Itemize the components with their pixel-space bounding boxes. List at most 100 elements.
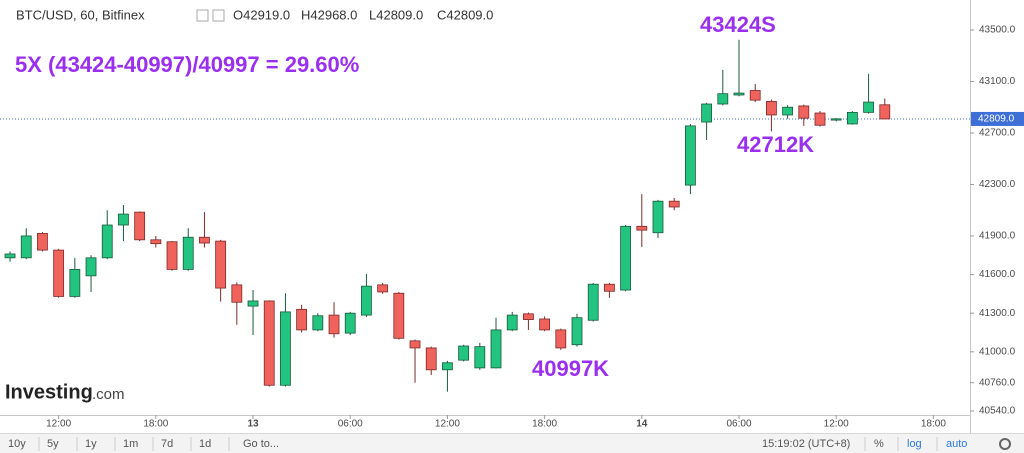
logo: Investing [5, 381, 93, 403]
y-tick-label: 41000.0 [979, 346, 1016, 357]
x-tick-label: 18:00 [921, 419, 946, 430]
candle-body [280, 311, 291, 386]
candle-body [863, 101, 874, 113]
candle-body [166, 241, 178, 270]
candle-body [134, 211, 146, 241]
range-button[interactable]: 1d [199, 438, 211, 450]
candle-body [328, 314, 340, 335]
y-tick-label: 41600.0 [979, 269, 1016, 280]
candle-body [620, 225, 632, 291]
candle-body [442, 362, 453, 371]
symbol: BTC/USD, 60, Bitfinex [16, 7, 145, 22]
icon[interactable] [212, 9, 225, 22]
option-button[interactable]: log [907, 438, 922, 450]
x-tick-label: 13 [247, 419, 259, 430]
annotation: 43424S [700, 12, 776, 37]
y-tick-label: 41300.0 [979, 308, 1016, 319]
candle-body [231, 284, 243, 303]
candle-body [668, 200, 680, 208]
header: BTC/USD, 60, Bitfinex [16, 7, 225, 22]
candle-body [717, 93, 729, 105]
settings-icon[interactable] [999, 438, 1011, 450]
y-tick-label: 40760.0 [979, 377, 1016, 388]
annotation: 5X (43424-40997)/40997 = 29.60% [15, 52, 359, 77]
y-tick-label: 40540.0 [979, 406, 1016, 417]
candle-body [312, 315, 324, 331]
candle-body [182, 236, 194, 270]
candle-body [555, 329, 567, 349]
candle-body [523, 313, 534, 321]
candle-body [490, 329, 502, 369]
candle-body [636, 225, 648, 231]
candle-body [652, 200, 664, 234]
ohlc-value: H42968.0 [301, 7, 357, 22]
candle-body [409, 340, 421, 349]
annotation: 42712K [737, 132, 814, 157]
candle-body [296, 308, 308, 331]
candle-body [749, 90, 761, 101]
range-button[interactable]: 1y [85, 438, 97, 450]
range-button[interactable]: 7d [161, 438, 173, 450]
x-tick-label: 06:00 [338, 419, 363, 430]
candle-body [604, 283, 615, 292]
candle-body [247, 300, 259, 307]
annotation: 40997K [532, 356, 609, 381]
ohlc-value: L42809.0 [369, 7, 423, 22]
y-tick-label: 41900.0 [979, 231, 1016, 242]
y-tick-label: 43100.0 [979, 76, 1016, 87]
candle-body [571, 317, 583, 346]
candle-body [587, 283, 599, 321]
candle-body [69, 269, 81, 297]
icon[interactable] [196, 9, 209, 22]
candle-body [846, 111, 858, 125]
y-tick-label: 42700.0 [979, 128, 1016, 139]
candle-body [830, 118, 842, 121]
candle-body [199, 236, 210, 244]
candle-body [393, 292, 405, 339]
x-tick-label: 12:00 [46, 419, 71, 430]
clock: 15:19:02 (UTC+8) [762, 438, 850, 450]
candle-body [20, 235, 32, 259]
candle-body [377, 284, 389, 293]
x-tick-label: 18:00 [143, 419, 168, 430]
y-tick-label: 42300.0 [979, 179, 1016, 190]
candle-body [425, 347, 437, 371]
range-button[interactable]: 5y [47, 438, 59, 450]
candle-body [361, 285, 372, 316]
candle-body [879, 104, 891, 120]
x-tick-label: 12:00 [824, 419, 849, 430]
candle-body [215, 240, 227, 289]
candle-body [53, 249, 65, 297]
price-axis-panel [970, 0, 1024, 433]
option-button[interactable]: auto [946, 438, 967, 450]
candle-body [685, 125, 696, 186]
toolbar-bg [0, 433, 1024, 453]
y-tick-label: 43500.0 [979, 25, 1016, 36]
x-tick-label: 06:00 [726, 419, 751, 430]
candle-body [4, 253, 16, 259]
candle-body [539, 318, 551, 331]
ohlc-value: C42809.0 [437, 7, 493, 22]
candle-body [474, 346, 486, 369]
x-tick-label: 12:00 [435, 419, 460, 430]
candle-body [85, 257, 97, 277]
candle-body [765, 101, 777, 116]
candle-body [782, 106, 793, 116]
candle-body [101, 224, 113, 259]
candle-body [344, 312, 356, 334]
candle-body [150, 239, 162, 245]
option-button[interactable]: % [874, 438, 884, 450]
candle-body [458, 345, 470, 361]
candle-body [263, 300, 275, 386]
candle-body [118, 213, 129, 226]
goto-button[interactable]: Go to... [243, 438, 279, 450]
last-price-tag [971, 111, 1024, 126]
candle-body [37, 232, 48, 251]
x-tick-label: 14 [636, 419, 648, 430]
ohlc-value: O42919.0 [233, 7, 290, 22]
candle-body [814, 112, 826, 126]
range-button[interactable]: 10y [8, 438, 26, 450]
range-button[interactable]: 1m [123, 438, 138, 450]
candle-body [733, 92, 745, 96]
